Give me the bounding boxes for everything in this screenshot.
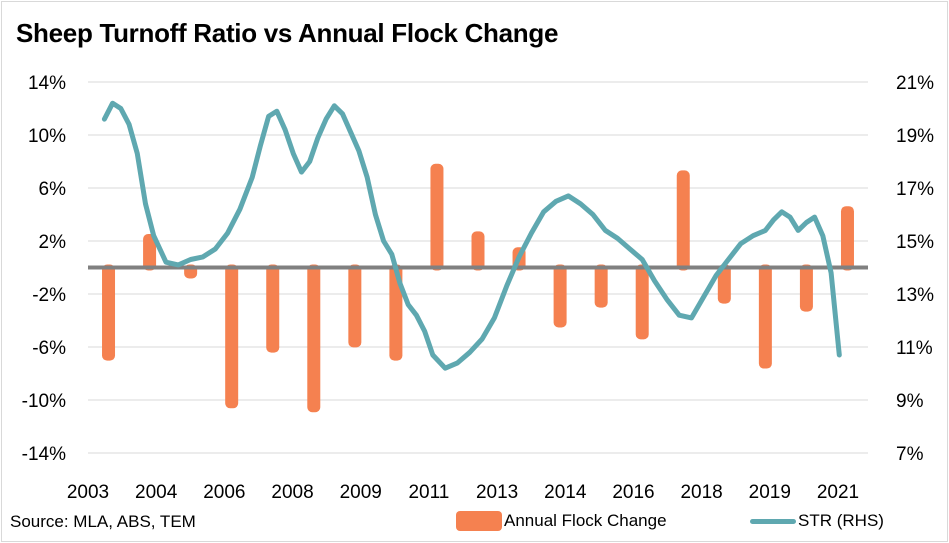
bar (635, 264, 649, 340)
left-axis-tick-label: 2% (39, 232, 67, 253)
x-axis-tick-label: 2013 (476, 482, 518, 503)
right-axis-tick-label: 9% (896, 391, 924, 412)
source-note: Source: MLA, ABS, TEM (10, 512, 196, 531)
x-axis-tick-label: 2014 (544, 482, 587, 503)
right-axis-tick-label: 17% (896, 179, 934, 200)
legend-item-annual-flock-change: Annual Flock Change (456, 511, 667, 531)
right-axis-labels: 21% 19% 17% 15% 13% 11% 9% 7% (896, 73, 934, 465)
x-axis-tick-label: 2021 (817, 482, 859, 503)
right-axis-tick-label: 13% (896, 285, 934, 306)
bar (102, 264, 116, 361)
left-axis-tick-label: 6% (39, 179, 67, 200)
x-axis-tick-label: 2004 (135, 482, 178, 503)
bar (307, 264, 321, 413)
str-line (101, 100, 842, 371)
right-axis-tick-label: 11% (896, 338, 933, 359)
left-axis-tick-label: 14% (28, 73, 66, 94)
bar (348, 264, 362, 348)
bar (143, 234, 157, 271)
right-axis-tick-label: 7% (896, 444, 924, 465)
x-axis-tick-label: 2006 (203, 482, 245, 503)
bar (799, 264, 813, 312)
left-axis-tick-label: -2% (32, 285, 66, 306)
bar (553, 264, 567, 328)
bar (225, 264, 239, 409)
bar (840, 206, 854, 271)
x-axis-tick-label: 2011 (408, 482, 449, 503)
x-axis-tick-label: 2008 (271, 482, 313, 503)
left-axis-tick-label: -14% (22, 444, 66, 465)
x-axis-tick-label: 2019 (749, 482, 791, 503)
left-axis-labels: 14% 10% 6% 2% -2% -6% -10% -14% (22, 73, 66, 465)
right-axis-tick-label: 19% (896, 126, 934, 147)
right-axis-tick-label: 15% (896, 232, 934, 253)
left-axis-tick-label: -10% (22, 391, 66, 412)
legend-swatch-line (750, 518, 796, 524)
bar (430, 163, 444, 271)
bar-series-annual-flock-change (102, 163, 854, 413)
chart-title: Sheep Turnoff Ratio vs Annual Flock Chan… (16, 18, 559, 48)
x-axis-tick-label: 2016 (612, 482, 654, 503)
legend-label: STR (RHS) (798, 511, 884, 530)
x-axis-tick-label: 2018 (680, 482, 722, 503)
legend-swatch-bar (456, 511, 502, 531)
right-axis-tick-label: 21% (896, 73, 934, 94)
bar (389, 264, 403, 361)
bar (471, 231, 485, 271)
left-axis-tick-label: 10% (28, 126, 66, 147)
bar (676, 170, 690, 271)
bar (594, 264, 608, 308)
legend-item-str: STR (RHS) (750, 511, 884, 531)
x-axis-labels: 2003 2004 2006 2008 2009 2011 2013 2014 2016 2018… (67, 482, 859, 503)
bar (266, 264, 280, 353)
legend-label: Annual Flock Change (504, 511, 667, 530)
bar (717, 264, 731, 304)
left-axis-tick-label: -6% (32, 338, 66, 359)
x-axis-tick-label: 2003 (67, 482, 109, 503)
bar (758, 264, 772, 369)
line-series-str (101, 100, 842, 371)
x-axis-tick-label: 2009 (340, 482, 382, 503)
